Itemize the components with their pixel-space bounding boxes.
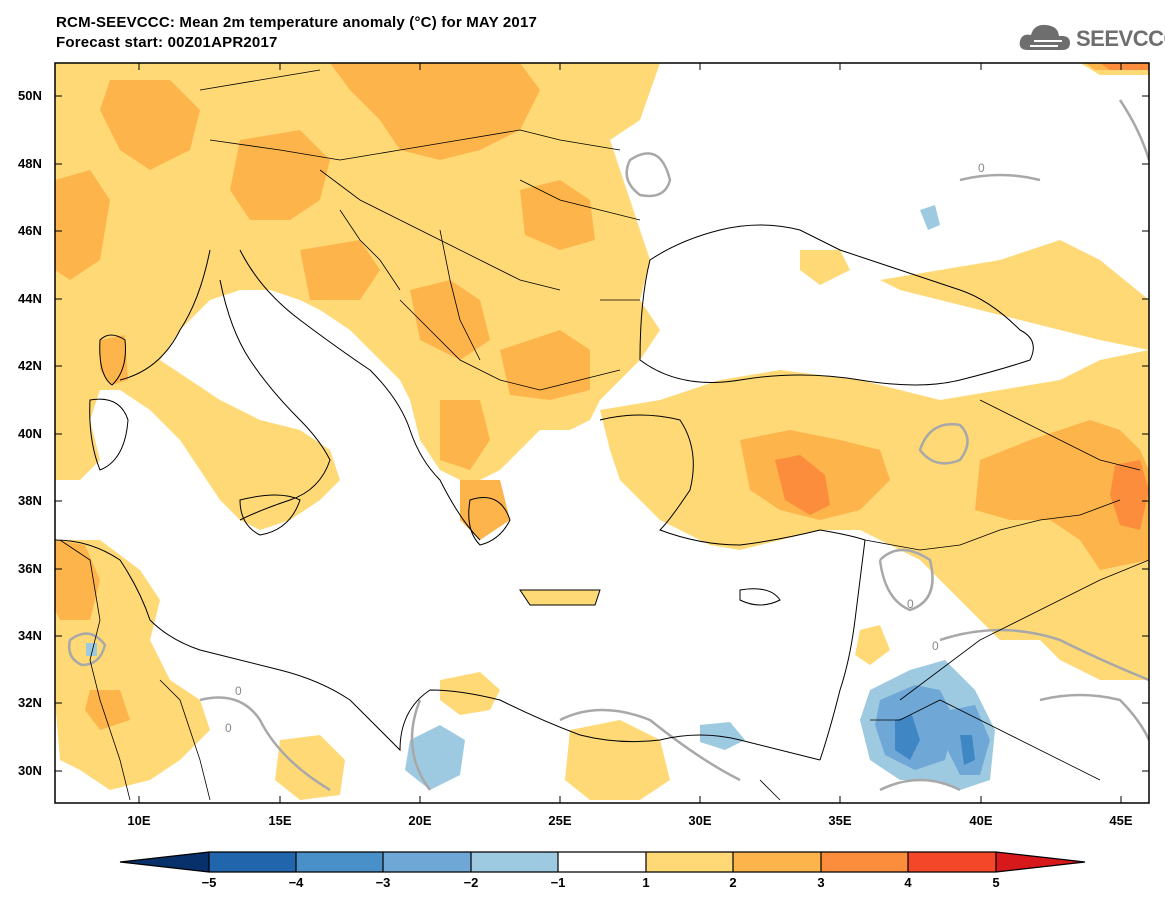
colorbar-label: 5 <box>992 875 1000 890</box>
colorbar-bin <box>646 852 733 872</box>
colorbar-bin <box>383 852 471 872</box>
colorbar-bin <box>821 852 908 872</box>
zero-contour-lines <box>68 99 1149 792</box>
colorbar-label: −3 <box>375 875 391 890</box>
lat-label: 40N <box>18 426 42 441</box>
colorbar-bin <box>558 852 646 872</box>
lon-label: 25E <box>548 813 572 828</box>
lon-label: 15E <box>268 813 292 828</box>
lat-label: 44N <box>18 291 42 306</box>
colorbar-label: −5 <box>201 875 217 890</box>
lon-label: 10E <box>127 813 151 828</box>
lat-label: 36N <box>18 561 42 576</box>
lon-label: 20E <box>408 813 432 828</box>
colorbar-bin <box>120 852 209 872</box>
lon-label: 30E <box>688 813 712 828</box>
contour-label: 0 <box>225 721 232 735</box>
colorbar-bin <box>296 852 383 872</box>
map-title: RCM-SEEVCCC: Mean 2m temperature anomaly… <box>56 14 538 31</box>
colorbar-label: 3 <box>817 875 825 890</box>
logo-text: SEEVCCC <box>1076 26 1165 51</box>
colorbar-label: −1 <box>550 875 566 890</box>
lat-label: 38N <box>18 493 42 508</box>
lat-label: 34N <box>18 628 42 643</box>
colorbar-bin <box>209 852 296 872</box>
contour-label: 0 <box>932 639 939 653</box>
contour-labels: 0 0 0 0 0 <box>225 161 985 735</box>
colorbar-label: −2 <box>463 875 479 890</box>
lat-label: 42N <box>18 358 42 373</box>
map-border <box>54 62 1150 804</box>
colorbar-bin <box>471 852 558 872</box>
contour-label: 0 <box>235 684 242 698</box>
cloud-icon <box>1019 24 1070 50</box>
negative-anomaly-regions <box>86 205 995 790</box>
coastlines <box>55 224 1034 761</box>
colorbar-bin <box>908 852 996 872</box>
axis-ticks <box>55 63 1149 803</box>
colorbar-label: 2 <box>729 875 737 890</box>
colorbar-bin <box>996 852 1085 872</box>
contour-label: 0 <box>978 161 985 175</box>
lon-label: 35E <box>828 813 852 828</box>
lat-label: 48N <box>18 156 42 171</box>
country-borders <box>59 69 1149 801</box>
colorbar-bin <box>733 852 821 872</box>
colorbar-label: 4 <box>904 875 912 890</box>
anomaly-1-2-regions <box>55 63 1149 800</box>
anomaly-3-4-regions <box>775 63 1149 530</box>
lat-label: 50N <box>18 88 42 103</box>
colorbar-label: −4 <box>288 875 304 890</box>
lon-label: 40E <box>969 813 993 828</box>
anomaly-fields: 0 0 0 0 0 <box>55 63 1149 801</box>
lat-label: 46N <box>18 223 42 238</box>
colorbar <box>119 851 1086 873</box>
lon-label: 45E <box>1109 813 1133 828</box>
seevccc-logo: SEEVCCC <box>1018 20 1165 60</box>
forecast-start-label: Forecast start: 00Z01APR2017 <box>56 34 278 51</box>
contour-label: 0 <box>907 597 914 611</box>
lat-label: 32N <box>18 695 42 710</box>
colorbar-label: 1 <box>642 875 650 890</box>
lat-label: 30N <box>18 763 42 778</box>
